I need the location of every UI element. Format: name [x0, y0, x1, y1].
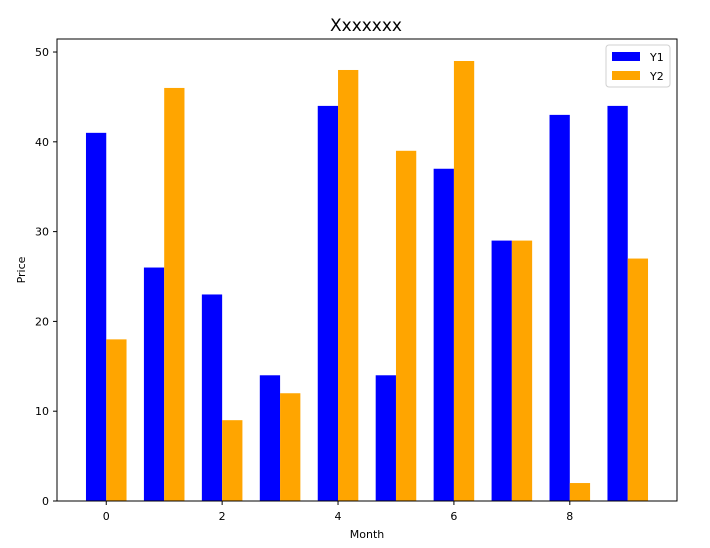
bar-y1-6	[433, 168, 454, 501]
bar-y1-4	[317, 105, 339, 502]
legend-label-y1: Y1	[649, 51, 664, 64]
bar-y2-2	[222, 420, 243, 501]
bar-y1-5	[375, 375, 396, 501]
bar-y2-6	[453, 61, 475, 501]
bar-y1-3	[259, 375, 281, 501]
legend-label-y2: Y2	[649, 70, 664, 83]
bar-y2-1	[164, 87, 185, 501]
x-tick-label: 6	[450, 510, 457, 523]
bar-y1-1	[143, 267, 165, 501]
bar-y1-8	[549, 114, 570, 501]
bar-y1-2	[201, 294, 223, 501]
x-tick-label: 8	[566, 510, 573, 523]
y-tick-label: 40	[35, 136, 49, 149]
y-axis-ticks: 0 10 20 30 40 50	[35, 46, 57, 508]
legend-swatch-y1	[612, 52, 640, 61]
bar-y2-9	[627, 258, 649, 501]
bar-y2-8	[569, 483, 591, 501]
bar-y1-9	[607, 105, 628, 502]
x-axis-ticks: 0 2 4 6 8	[103, 501, 573, 523]
y-tick-label: 0	[42, 495, 49, 508]
bars-group	[85, 61, 649, 502]
legend-swatch-y2	[612, 71, 640, 80]
bar-y2-3	[280, 393, 301, 501]
bar-y1-0	[85, 132, 107, 501]
bar-y2-7	[511, 240, 533, 501]
y-tick-label: 10	[35, 405, 49, 418]
y-tick-label: 20	[35, 315, 49, 328]
bar-y2-4	[338, 69, 359, 502]
x-axis-label: Month	[350, 528, 385, 541]
x-tick-label: 2	[219, 510, 226, 523]
bar-y2-5	[395, 150, 417, 502]
chart-title: Xxxxxxx	[330, 16, 402, 36]
y-axis-label: Price	[15, 256, 28, 283]
x-tick-label: 4	[335, 510, 342, 523]
bar-y1-7	[491, 240, 512, 501]
x-tick-label: 0	[103, 510, 110, 523]
legend: Y1 Y2	[605, 44, 671, 88]
bar-y2-0	[106, 339, 127, 501]
plot-frame	[56, 38, 678, 502]
y-tick-label: 30	[35, 226, 49, 239]
y-tick-label: 50	[35, 46, 49, 59]
